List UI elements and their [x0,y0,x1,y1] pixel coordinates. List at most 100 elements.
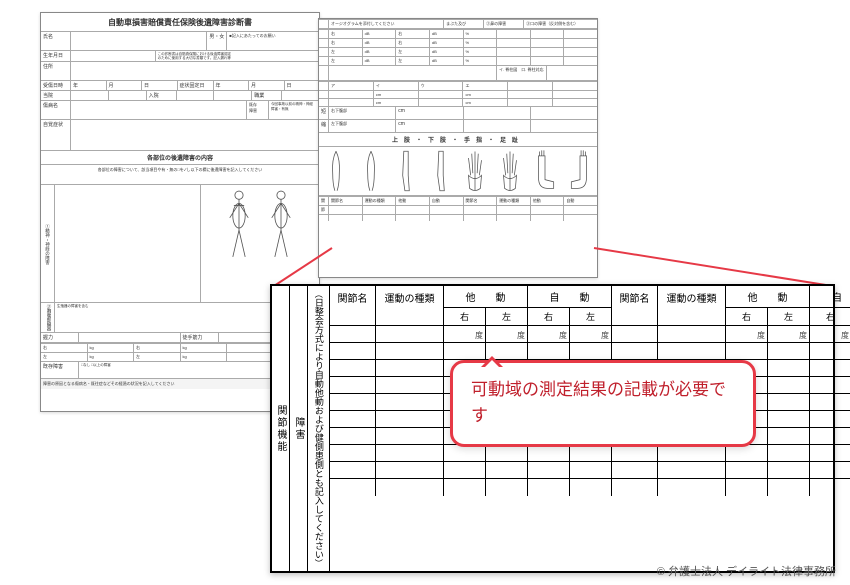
table-cell [376,343,444,360]
table-cell [444,343,486,360]
field: 月 [107,81,143,90]
c: dB [363,48,397,56]
hand-icon [462,149,488,193]
c [547,66,597,80]
label: 氏名 [41,32,71,50]
c [376,308,444,326]
c [329,91,374,98]
c: 右 [396,30,430,38]
c [319,48,329,56]
c: 右 [41,344,88,352]
table-row [330,479,850,496]
c: cm [396,107,463,119]
table-cell [330,326,376,343]
table-cell [330,462,376,479]
c: 自動 [564,197,597,205]
table-cell [612,479,658,496]
c [531,206,565,214]
table-cell [330,377,376,394]
table-cell [810,411,850,428]
table-cell [810,479,850,496]
c: 他動 [396,197,430,205]
label: 既存障害 [41,362,79,378]
label: 当院 [41,91,71,100]
c [227,344,274,352]
c: cm [374,99,419,106]
c [531,57,565,65]
field: 年 [71,81,107,90]
c: dB [430,30,464,38]
c [531,39,565,47]
c: 関節名 [464,197,498,205]
table-cell [376,411,444,428]
audio-grid: 右dB右dB% 右dB右dB% 左dB左dB% 左dB左dB% [319,28,597,65]
table-cell [528,445,570,462]
c [464,107,531,119]
field: 年 [214,81,250,90]
leg-icon [393,149,419,193]
col-type: 運動の種類 [658,286,726,308]
section-note: 各部位の障害について、該当項目や有・無の□を✓し以下の欄に後遺障害を記入してくだ… [41,164,319,184]
table-cell [810,360,850,377]
c: 左 [329,57,363,65]
c: ア [329,82,374,90]
c: % [464,48,498,56]
table-cell [768,360,810,377]
label: 住所 [41,62,71,80]
table-cell [330,428,376,445]
c [330,308,376,326]
table-cell: 度 [444,326,486,343]
table-cell [658,479,726,496]
body-back-icon [264,189,298,261]
label: 徒手筋力 [181,333,219,342]
c: ウ [419,82,464,90]
c [531,48,565,56]
table-cell [486,445,528,462]
c [319,215,329,221]
table-cell [726,445,768,462]
label: まぶた及び [444,20,484,28]
foot-icon [532,149,558,193]
col-other: 他 動 [444,286,528,308]
col-name: 関節名 [330,286,376,308]
table-cell: 度 [768,326,810,343]
field [177,91,215,100]
table-cell [330,394,376,411]
c [396,215,430,221]
table-cell [444,479,486,496]
side-label: ①精神・神経の障害 [41,185,55,302]
c: kg [181,344,228,352]
c [564,39,597,47]
c: 関節名 [329,197,363,205]
table-cell [376,445,444,462]
c: kg [88,353,135,361]
c [419,99,464,106]
col-left: 左 [570,308,612,326]
c: 短 [319,107,329,119]
c [464,215,498,221]
field [109,91,147,100]
table-cell [376,462,444,479]
c: dB [430,57,464,65]
c: dB [363,30,397,38]
c [319,39,329,47]
c [497,215,531,221]
table-row [330,343,850,360]
table-cell [570,343,612,360]
c [319,82,329,90]
c [319,66,329,80]
col-name: 関節名 [612,286,658,308]
c: 縮 [319,120,329,132]
section-title: 各部位の後遺障害の内容 [41,150,319,164]
c [553,82,597,90]
body-figure [201,185,319,265]
section-title: 上肢・下肢・手指・足趾 [319,132,597,146]
c [564,206,597,214]
body-front-icon [222,189,256,261]
table-cell: 度 [726,326,768,343]
table-cell [486,479,528,496]
table-cell [330,479,376,496]
c [508,91,553,98]
doc-title: 自動車損害賠償責任保険後遺障害診断書 [41,13,319,31]
table-cell [810,462,850,479]
